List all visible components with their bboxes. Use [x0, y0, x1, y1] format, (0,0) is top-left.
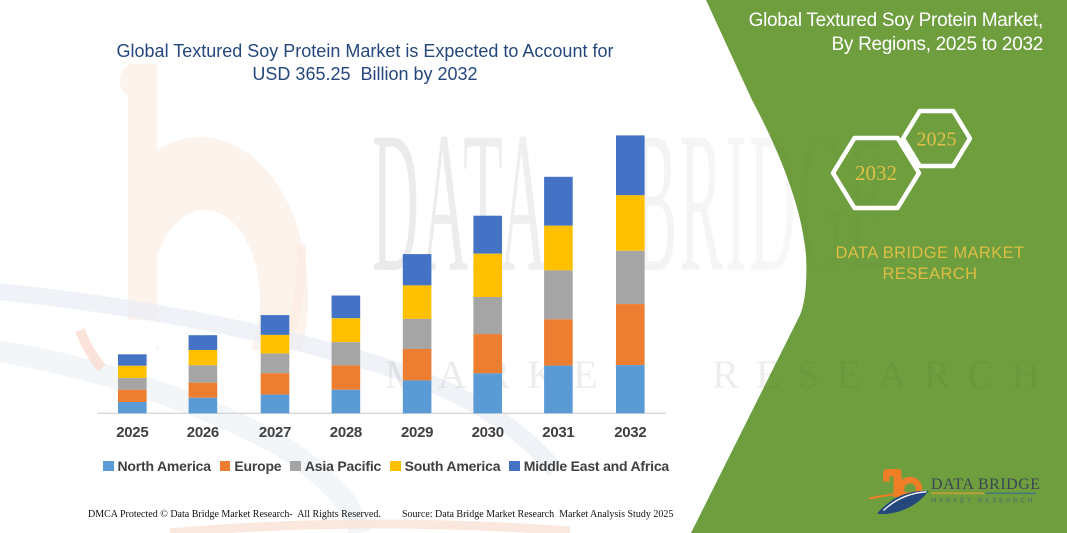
- svg-text:MARKET RESEARCH: MARKET RESEARCH: [931, 498, 1035, 505]
- svg-text:2032: 2032: [855, 161, 897, 185]
- svg-text:2025: 2025: [917, 129, 957, 151]
- svg-text:DATA BRIDGE: DATA BRIDGE: [931, 476, 1041, 493]
